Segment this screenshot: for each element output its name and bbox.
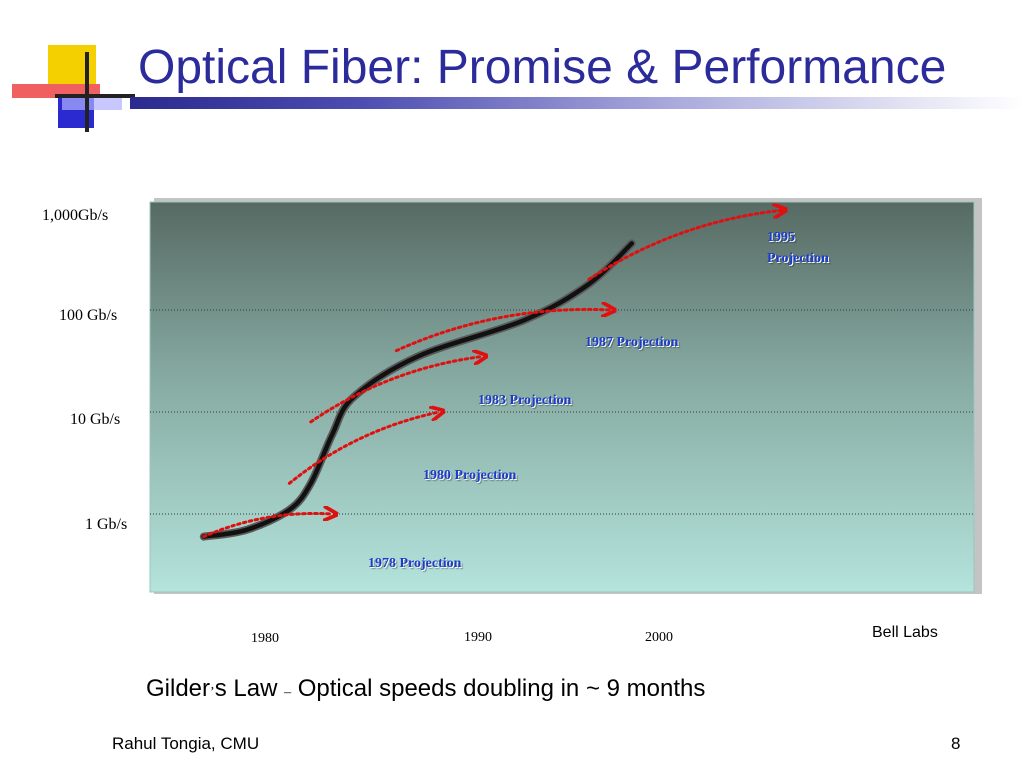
projection-arrow-1978-projection bbox=[202, 513, 332, 539]
projection-arrow-1995-projection bbox=[587, 210, 782, 281]
caption-name: Gilder bbox=[146, 675, 211, 702]
actual-performance-line bbox=[201, 241, 635, 539]
caption-text: Optical speeds doubling in ~ 9 months bbox=[297, 675, 706, 702]
y-tick-label: 1 Gb/s bbox=[85, 516, 128, 533]
logo-vertical-line bbox=[85, 52, 89, 132]
projection-series bbox=[202, 210, 782, 539]
projection-label-1987: 1987 Projection bbox=[585, 335, 679, 350]
page-title: Optical Fiber: Promise & Performance bbox=[138, 41, 947, 94]
caption: Gilder’s Law – Optical speeds doubling i… bbox=[146, 675, 705, 703]
projection-label-1978: 1978 Projection bbox=[368, 556, 462, 571]
y-tick-label: 1,000Gb/s bbox=[42, 207, 109, 224]
x-tick-label: 1990 bbox=[464, 630, 492, 645]
y-tick-label: 10 Gb/s bbox=[70, 411, 121, 428]
projection-arrow-1983-projection bbox=[309, 357, 482, 424]
slide-logo bbox=[12, 45, 135, 132]
logo-horizontal-line bbox=[55, 94, 135, 98]
footer-author: Rahul Tongia, CMU bbox=[112, 734, 260, 753]
projection-label-1980: 1980 Projection bbox=[423, 468, 517, 483]
projection-label-1983: 1983 Projection bbox=[478, 393, 572, 408]
source-credit: Bell Labs bbox=[872, 624, 938, 641]
projection-arrow-1980-projection bbox=[287, 412, 439, 485]
title-underline-bar bbox=[130, 97, 1024, 109]
actual-series bbox=[199, 239, 636, 541]
plot-area bbox=[149, 201, 975, 593]
caption-apostrophe: ’ bbox=[210, 685, 215, 700]
y-tick-label: 100 Gb/s bbox=[59, 307, 118, 324]
projection-label-1995-line2: Projection bbox=[767, 251, 829, 266]
x-tick-label: 1980 bbox=[251, 631, 279, 646]
projection-label-1995: 1995 bbox=[767, 230, 795, 245]
x-tick-label: 2000 bbox=[645, 630, 673, 645]
page-number: 8 bbox=[951, 734, 961, 753]
logo-light-bar bbox=[62, 98, 122, 110]
caption-dash: – bbox=[284, 685, 292, 700]
projection-arrow-1987-projection bbox=[394, 309, 610, 353]
caption-law: s Law bbox=[214, 675, 278, 702]
